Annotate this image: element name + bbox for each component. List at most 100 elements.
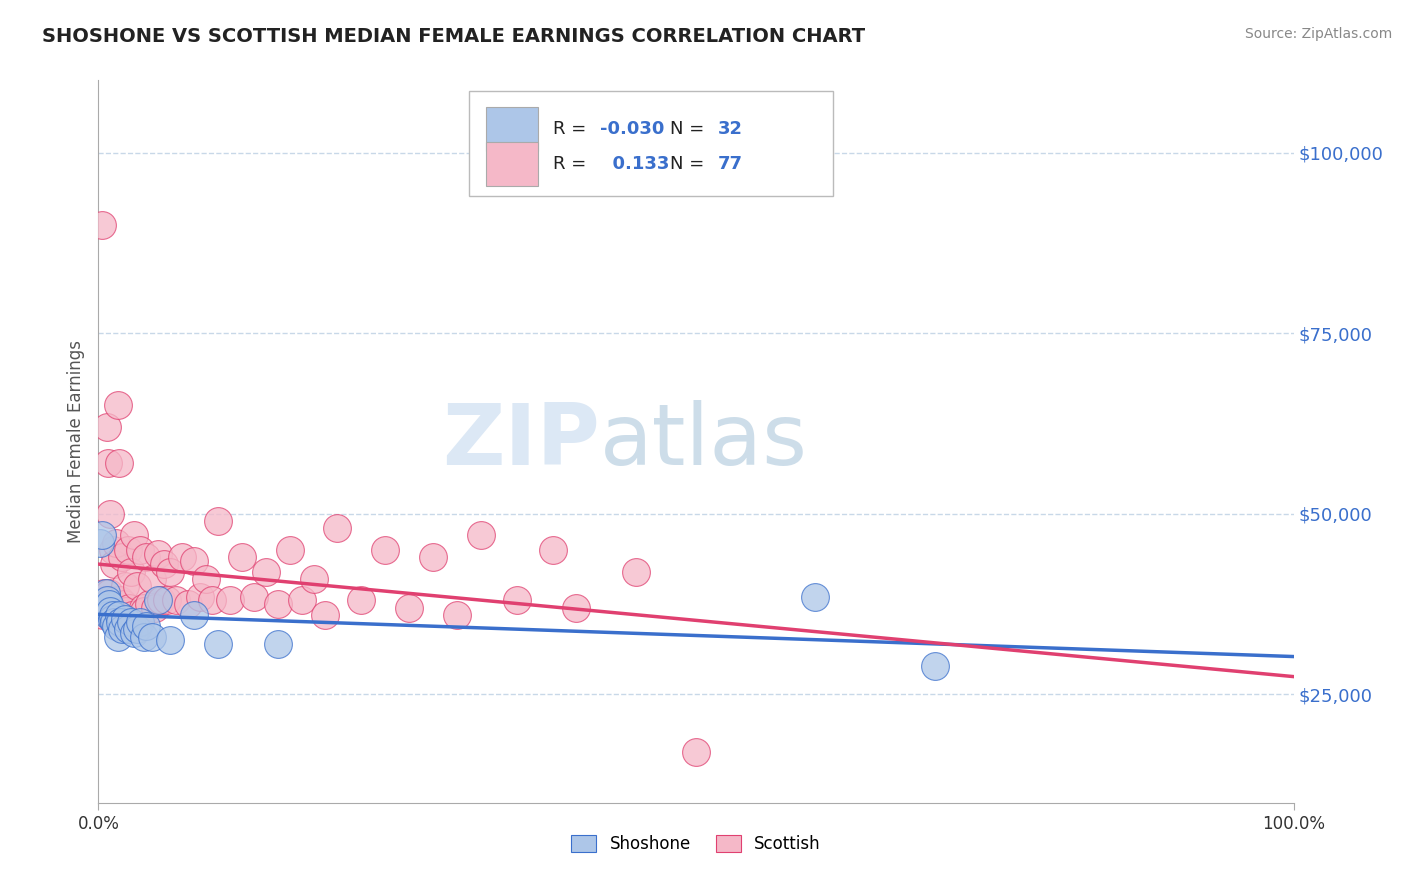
Point <box>107 607 129 622</box>
Point <box>446 607 468 622</box>
Point <box>165 593 187 607</box>
Point <box>231 550 253 565</box>
Point <box>470 528 492 542</box>
Point <box>107 630 129 644</box>
Point <box>104 593 127 607</box>
FancyBboxPatch shape <box>470 91 834 196</box>
Point <box>804 590 827 604</box>
Point <box>315 607 337 622</box>
Point <box>94 600 117 615</box>
Text: 0.133: 0.133 <box>600 154 669 173</box>
Point <box>98 507 122 521</box>
Point <box>565 600 588 615</box>
Point <box>89 593 111 607</box>
Legend: Shoshone, Scottish: Shoshone, Scottish <box>565 828 827 860</box>
Point <box>105 535 128 549</box>
Point <box>121 607 143 622</box>
Point <box>98 597 121 611</box>
Point <box>398 600 420 615</box>
Y-axis label: Median Female Earnings: Median Female Earnings <box>66 340 84 543</box>
Point <box>159 565 181 579</box>
Point <box>115 604 138 618</box>
Point <box>219 593 242 607</box>
Point <box>924 658 946 673</box>
Point <box>153 558 176 572</box>
Point <box>267 637 290 651</box>
Text: R =: R = <box>553 154 592 173</box>
Point <box>207 637 229 651</box>
Point <box>155 593 177 607</box>
Point <box>98 586 121 600</box>
Point <box>159 633 181 648</box>
Point <box>188 590 211 604</box>
Point <box>97 456 120 470</box>
Point <box>91 607 114 622</box>
Point <box>254 565 277 579</box>
Point <box>120 615 142 630</box>
Point <box>93 586 115 600</box>
Point <box>177 597 200 611</box>
Text: N =: N = <box>669 154 710 173</box>
Point <box>141 630 163 644</box>
Point <box>101 607 124 622</box>
Point <box>101 542 124 557</box>
Point <box>201 593 224 607</box>
Point <box>350 593 373 607</box>
Point <box>291 593 314 607</box>
Point <box>118 600 141 615</box>
Text: atlas: atlas <box>600 400 808 483</box>
Text: N =: N = <box>669 120 710 138</box>
Point <box>125 579 148 593</box>
Point <box>112 597 135 611</box>
Point <box>125 623 148 637</box>
Point <box>108 593 131 607</box>
Point <box>97 593 120 607</box>
Point <box>105 597 128 611</box>
Point <box>93 593 115 607</box>
Text: R =: R = <box>553 120 592 138</box>
Point <box>183 554 205 568</box>
Text: SHOSHONE VS SCOTTISH MEDIAN FEMALE EARNINGS CORRELATION CHART: SHOSHONE VS SCOTTISH MEDIAN FEMALE EARNI… <box>42 27 865 45</box>
Point <box>93 600 115 615</box>
Point <box>97 607 120 622</box>
FancyBboxPatch shape <box>485 142 538 186</box>
Point <box>117 623 139 637</box>
Point <box>107 398 129 412</box>
Point <box>111 550 134 565</box>
Point <box>541 542 564 557</box>
FancyBboxPatch shape <box>485 107 538 151</box>
Point <box>131 600 153 615</box>
Point <box>91 218 114 232</box>
Point <box>506 593 529 607</box>
Point <box>107 456 129 470</box>
Point <box>135 619 157 633</box>
Point <box>103 558 125 572</box>
Point <box>138 597 160 611</box>
Point <box>172 550 194 565</box>
Point <box>422 550 444 565</box>
Point <box>141 572 163 586</box>
Point <box>374 542 396 557</box>
Point <box>98 604 122 618</box>
Point <box>278 542 301 557</box>
Point <box>626 565 648 579</box>
Point <box>135 550 157 565</box>
Point <box>100 611 122 625</box>
Point <box>98 604 121 618</box>
Point <box>94 586 117 600</box>
Point <box>143 600 166 615</box>
Text: -0.030: -0.030 <box>600 120 665 138</box>
Point <box>98 593 122 607</box>
Text: 77: 77 <box>717 154 742 173</box>
Point <box>96 420 118 434</box>
Point <box>207 514 229 528</box>
Point <box>117 542 139 557</box>
Point <box>195 572 218 586</box>
Point <box>124 528 146 542</box>
Point <box>148 593 170 607</box>
Text: Source: ZipAtlas.com: Source: ZipAtlas.com <box>1244 27 1392 41</box>
Point <box>89 535 111 549</box>
Point <box>267 597 290 611</box>
Point <box>132 630 155 644</box>
Point <box>100 600 122 615</box>
